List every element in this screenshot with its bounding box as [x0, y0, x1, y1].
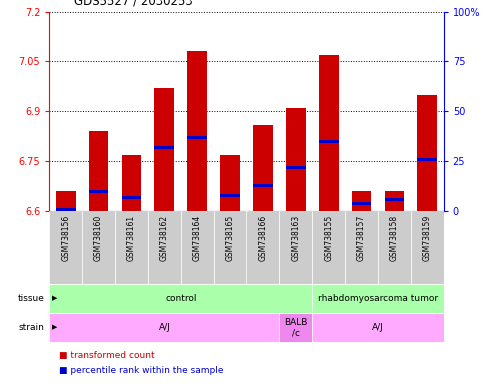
Text: GSM738162: GSM738162 [160, 215, 169, 261]
Text: ▶: ▶ [52, 324, 57, 330]
Bar [253, 184, 273, 187]
Bar [56, 208, 75, 211]
Bar [187, 136, 207, 139]
Bar [49, 313, 280, 342]
Bar [312, 313, 444, 342]
Bar [418, 95, 437, 211]
Text: GSM738157: GSM738157 [357, 215, 366, 261]
Bar [411, 211, 444, 284]
Text: GSM738165: GSM738165 [226, 215, 235, 261]
Bar [49, 211, 82, 284]
Bar [385, 198, 404, 201]
Bar [378, 211, 411, 284]
Bar [56, 191, 75, 211]
Bar [213, 211, 246, 284]
Bar [89, 131, 108, 211]
Text: control: control [165, 294, 197, 303]
Text: GSM738164: GSM738164 [193, 215, 202, 261]
Bar [385, 191, 404, 211]
Bar [122, 196, 141, 199]
Text: GSM738160: GSM738160 [94, 215, 103, 261]
Text: GSM738156: GSM738156 [61, 215, 70, 261]
Bar [319, 140, 339, 143]
Bar [418, 158, 437, 161]
Bar [352, 191, 371, 211]
Text: A/J: A/J [158, 323, 170, 332]
Text: ■ transformed count: ■ transformed count [59, 351, 155, 360]
Text: GSM738163: GSM738163 [291, 215, 300, 261]
Bar [148, 211, 181, 284]
Bar [220, 194, 240, 197]
Text: strain: strain [19, 323, 44, 332]
Bar [154, 88, 174, 211]
Text: GSM738166: GSM738166 [258, 215, 267, 261]
Bar [286, 166, 306, 169]
Bar [319, 55, 339, 211]
Bar [187, 51, 207, 211]
Bar [246, 211, 280, 284]
Bar [312, 284, 444, 313]
Bar [280, 211, 312, 284]
Text: GSM738158: GSM738158 [390, 215, 399, 261]
Text: GDS5527 / 2030253: GDS5527 / 2030253 [74, 0, 193, 8]
Bar [345, 211, 378, 284]
Bar [280, 313, 312, 342]
Text: ▶: ▶ [52, 296, 57, 301]
Text: BALB
/c: BALB /c [284, 318, 308, 337]
Text: A/J: A/J [372, 323, 384, 332]
Text: GSM738155: GSM738155 [324, 215, 333, 261]
Bar [220, 155, 240, 211]
Bar [82, 211, 115, 284]
Text: rhabdomyosarcoma tumor: rhabdomyosarcoma tumor [318, 294, 438, 303]
Bar [122, 155, 141, 211]
Text: GSM738161: GSM738161 [127, 215, 136, 261]
Text: ■ percentile rank within the sample: ■ percentile rank within the sample [59, 366, 224, 375]
Bar [286, 108, 306, 211]
Bar [181, 211, 213, 284]
Bar [115, 211, 148, 284]
Text: GSM738159: GSM738159 [423, 215, 432, 261]
Bar [49, 284, 312, 313]
Text: tissue: tissue [17, 294, 44, 303]
Bar [312, 211, 345, 284]
Bar [352, 202, 371, 205]
Bar [89, 190, 108, 193]
Bar [253, 125, 273, 211]
Bar [154, 146, 174, 149]
